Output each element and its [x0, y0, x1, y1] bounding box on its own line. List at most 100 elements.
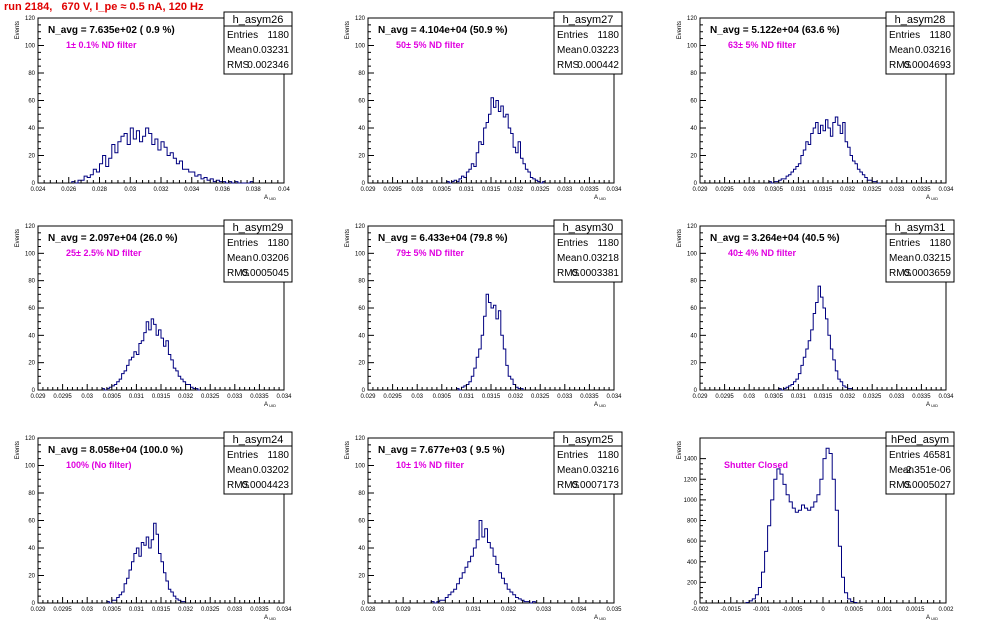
x-tick-label: 0.0325: [201, 394, 220, 400]
y-tick-label: 200: [687, 580, 698, 586]
y-tick-label: 60: [28, 306, 35, 312]
filter-label: 63± 5% ND filter: [728, 40, 796, 50]
y-tick-label: 80: [358, 71, 365, 77]
stats-value-mean: 0.03216: [583, 465, 620, 476]
stats-box-title: h_asym28: [895, 14, 946, 26]
x-tick-label: 0.0335: [580, 187, 599, 193]
x-tick-label: 0.032: [178, 607, 194, 613]
x-tick-label: 0.0295: [383, 187, 402, 193]
stats-box-frame: [553, 11, 623, 75]
stats-box-frame: [553, 219, 623, 283]
stats-value-rms: 0.0003659: [904, 268, 952, 279]
filter-label: 79± 5% ND filter: [396, 248, 464, 258]
x-tick-label: 0.002: [938, 607, 954, 613]
stats-value-entries: 1180: [267, 238, 289, 249]
stats-label-mean: Mean: [889, 45, 914, 56]
stats-value-entries: 1180: [597, 30, 619, 41]
y-tick-label: 120: [355, 16, 366, 22]
x-tick-label: 0.03: [432, 607, 444, 613]
histogram-panel-h_asym24: 0.029 0.0295 0.03 0.0305 0.031 0.0315 0.032 0.0…: [15, 431, 293, 621]
y-axis-label: Events: [345, 229, 351, 247]
stats-box-title: h_asym24: [233, 434, 284, 446]
y-tick-label: 80: [28, 71, 35, 77]
y-tick-label: 120: [25, 16, 36, 22]
stats-label-rms: RMS: [557, 268, 580, 279]
x-tick-label: 0.028: [360, 607, 376, 613]
stats-value-mean: 0.03216: [915, 45, 952, 56]
x-tick-label: 0.0325: [201, 607, 220, 613]
y-tick-label: 80: [28, 491, 35, 497]
x-tick-label: 0.032: [508, 394, 524, 400]
y-tick-label: 20: [358, 361, 365, 367]
x-tick-label: 0.032: [501, 607, 517, 613]
histogram-line: [446, 97, 546, 184]
filter-label: 10± 1% ND filter: [396, 460, 464, 470]
x-tick-label: 0.032: [508, 187, 524, 193]
stats-value-mean: -2.351e-06: [903, 465, 952, 476]
filter-label: 1± 0.1% ND filter: [66, 40, 137, 50]
stats-value-mean: 0.03215: [915, 253, 952, 264]
x-tick-label: 0.033: [557, 187, 573, 193]
x-tick-label: 0.033: [536, 607, 552, 613]
y-tick-label: 60: [358, 99, 365, 105]
stats-value-entries: 1180: [267, 450, 289, 461]
x-tick-label: 0.034: [276, 607, 292, 613]
stats-label-entries: Entries: [557, 238, 588, 249]
navg-label: N_avg = 7.635e+02 ( 0.9 %): [48, 25, 175, 36]
y-axis-label: Events: [345, 441, 351, 459]
y-tick-label: 100: [687, 251, 698, 257]
y-tick-label: 0: [32, 601, 36, 607]
stats-box-frame: [885, 431, 955, 495]
x-axis-label: A UID: [594, 615, 606, 621]
stats-box: h_asym30 Entries 1180 Mean 0.03218RMS0.00033…: [553, 219, 623, 283]
y-tick-label: 100: [355, 44, 366, 50]
x-tick-label: 0.034: [606, 394, 622, 400]
x-tick-label: 0.034: [184, 187, 200, 193]
y-tick-label: 0: [362, 388, 366, 394]
y-axis-label: Events: [677, 441, 683, 459]
y-tick-label: 40: [690, 333, 697, 339]
stats-value-mean: 0.03218: [583, 253, 620, 264]
x-tick-label: 0.0315: [152, 394, 171, 400]
stats-label-rms: RMS: [557, 480, 580, 491]
stats-box-frame: [223, 219, 293, 283]
x-tick-label: 0.034: [938, 394, 954, 400]
y-tick-label: 40: [28, 333, 35, 339]
histogram-line: [778, 285, 853, 391]
x-tick-label: 0.0335: [912, 394, 931, 400]
histogram-line: [745, 447, 858, 603]
x-tick-label: 0.03: [81, 394, 93, 400]
stats-label-entries: Entries: [889, 450, 920, 461]
stats-label-rms: RMS: [889, 268, 912, 279]
stats-box-title: h_asym25: [563, 434, 614, 446]
x-tick-label: 0.0305: [103, 607, 122, 613]
stats-value-entries: 1180: [267, 30, 289, 41]
stats-value-mean: 0.03223: [583, 45, 620, 56]
x-tick-label: 0.031: [129, 394, 145, 400]
x-tick-label: 0.03: [124, 187, 136, 193]
stats-box-frame: [553, 431, 623, 495]
y-tick-label: 20: [690, 154, 697, 160]
stats-value-entries: 1180: [597, 450, 619, 461]
stats-label-mean: Mean: [227, 465, 252, 476]
histogram-panel-h_asym26: 0.024 0.026 0.028 0.03 0.032 0.034 0.036 0.038 0…: [15, 11, 293, 201]
x-tick-label: 0.029: [360, 187, 376, 193]
stats-box-title: h_asym27: [563, 14, 614, 26]
x-tick-label: 0.0315: [482, 187, 501, 193]
x-tick-label: 0.031: [459, 187, 475, 193]
x-tick-label: 0.0325: [863, 394, 882, 400]
y-tick-label: 60: [358, 519, 365, 525]
stats-value-rms: 0.0004423: [242, 480, 290, 491]
y-tick-label: 80: [358, 491, 365, 497]
x-tick-label: 0.0305: [765, 187, 784, 193]
x-tick-label: 0.0295: [715, 187, 734, 193]
x-tick-label: 0.0315: [814, 394, 833, 400]
x-tick-label: 0.0335: [250, 607, 269, 613]
navg-label: N_avg = 4.104e+04 (50.9 %): [378, 25, 508, 36]
histogram-panel-h_asym29: 0.029 0.0295 0.03 0.0305 0.031 0.0315 0.032 0.0…: [15, 219, 293, 408]
x-tick-label: 0.033: [557, 394, 573, 400]
x-tick-label: 0.0315: [814, 187, 833, 193]
histogram-panel-hPed_asym: -0.002 -0.0015 -0.001 -0.0005 0 0.0005 0.001 0.…: [677, 431, 955, 621]
histogram-panel-h_asym25: 0.028 0.029 0.03 0.031 0.032 0.033 0.034 0.035 0…: [345, 431, 623, 621]
y-tick-label: 0: [32, 388, 36, 394]
